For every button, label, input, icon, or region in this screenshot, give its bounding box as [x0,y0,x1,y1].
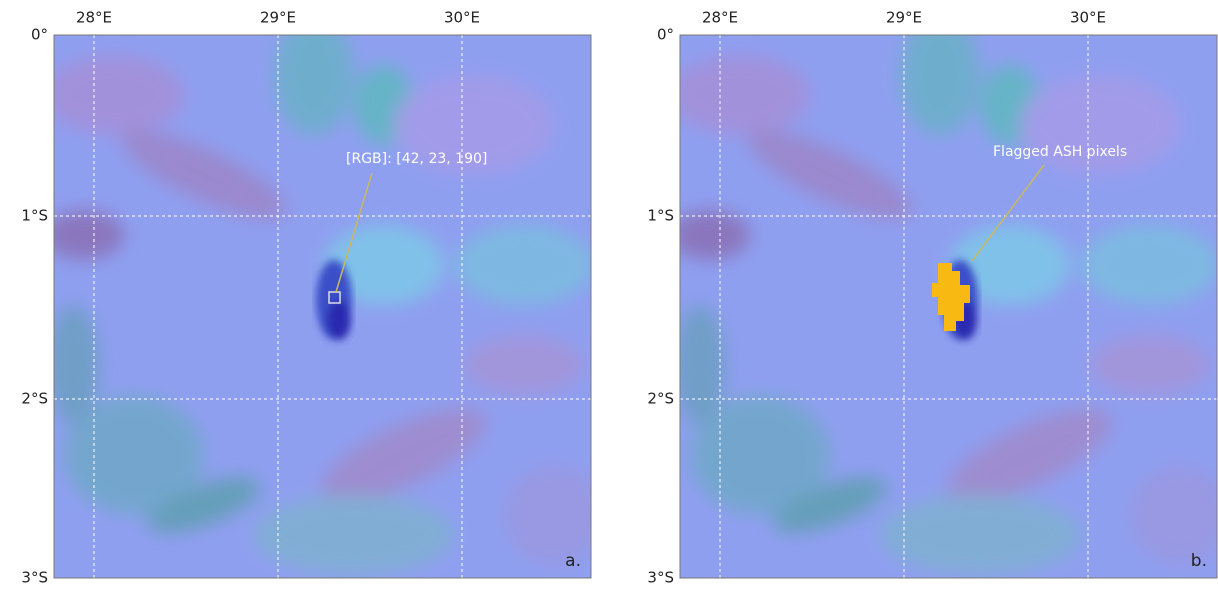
satellite-image [44,15,604,578]
longitude-label: 29°E [260,9,296,27]
panel-label: a. [565,551,581,571]
latitude-label: 3°S [647,569,674,587]
longitude-label: 28°E [76,9,112,27]
annotation: [RGB]: [42, 23, 190] [346,151,487,167]
latitude-label: 1°S [21,207,48,225]
longitude-label: 30°E [444,9,480,27]
map-panel: [RGB]: [42, 23, 190] a. [44,15,604,578]
figure: [RGB]: [42, 23, 190] a. 28°E 29°E 30°E 0° 1°S 2… [0,0,1218,593]
panel-label: b. [1191,551,1207,571]
latitude-label: 2°S [21,390,48,408]
longitude-label: 28°E [702,9,738,27]
latitude-label: 0° [657,26,674,44]
map-panel: Flagged ASH pixels b. [670,15,1218,578]
latitude-label: 2°S [647,390,674,408]
latitude-label: 1°S [647,207,674,225]
longitude-label: 29°E [886,9,922,27]
latitude-label: 3°S [21,569,48,587]
annotation: Flagged ASH pixels [993,144,1127,160]
latitude-label: 0° [31,26,48,44]
longitude-label: 30°E [1070,9,1106,27]
